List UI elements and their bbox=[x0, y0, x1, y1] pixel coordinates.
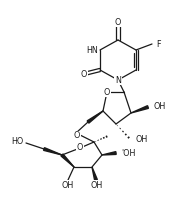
Polygon shape bbox=[87, 111, 103, 123]
Text: O: O bbox=[81, 69, 87, 78]
Polygon shape bbox=[92, 167, 97, 180]
Text: O: O bbox=[104, 88, 110, 96]
Polygon shape bbox=[102, 152, 116, 155]
Text: HN: HN bbox=[86, 46, 98, 54]
Text: OH: OH bbox=[153, 102, 165, 110]
Polygon shape bbox=[43, 148, 62, 155]
Polygon shape bbox=[131, 106, 149, 113]
Text: OH: OH bbox=[91, 181, 103, 189]
Text: F: F bbox=[156, 39, 161, 49]
Text: O: O bbox=[115, 17, 121, 27]
Text: O: O bbox=[77, 144, 83, 152]
Polygon shape bbox=[61, 154, 74, 167]
Text: OH: OH bbox=[135, 135, 147, 145]
Text: OH: OH bbox=[62, 181, 74, 189]
Text: 'OH: 'OH bbox=[121, 148, 135, 157]
Text: HO: HO bbox=[11, 137, 23, 147]
Text: N: N bbox=[115, 75, 121, 85]
Text: O: O bbox=[74, 131, 80, 141]
